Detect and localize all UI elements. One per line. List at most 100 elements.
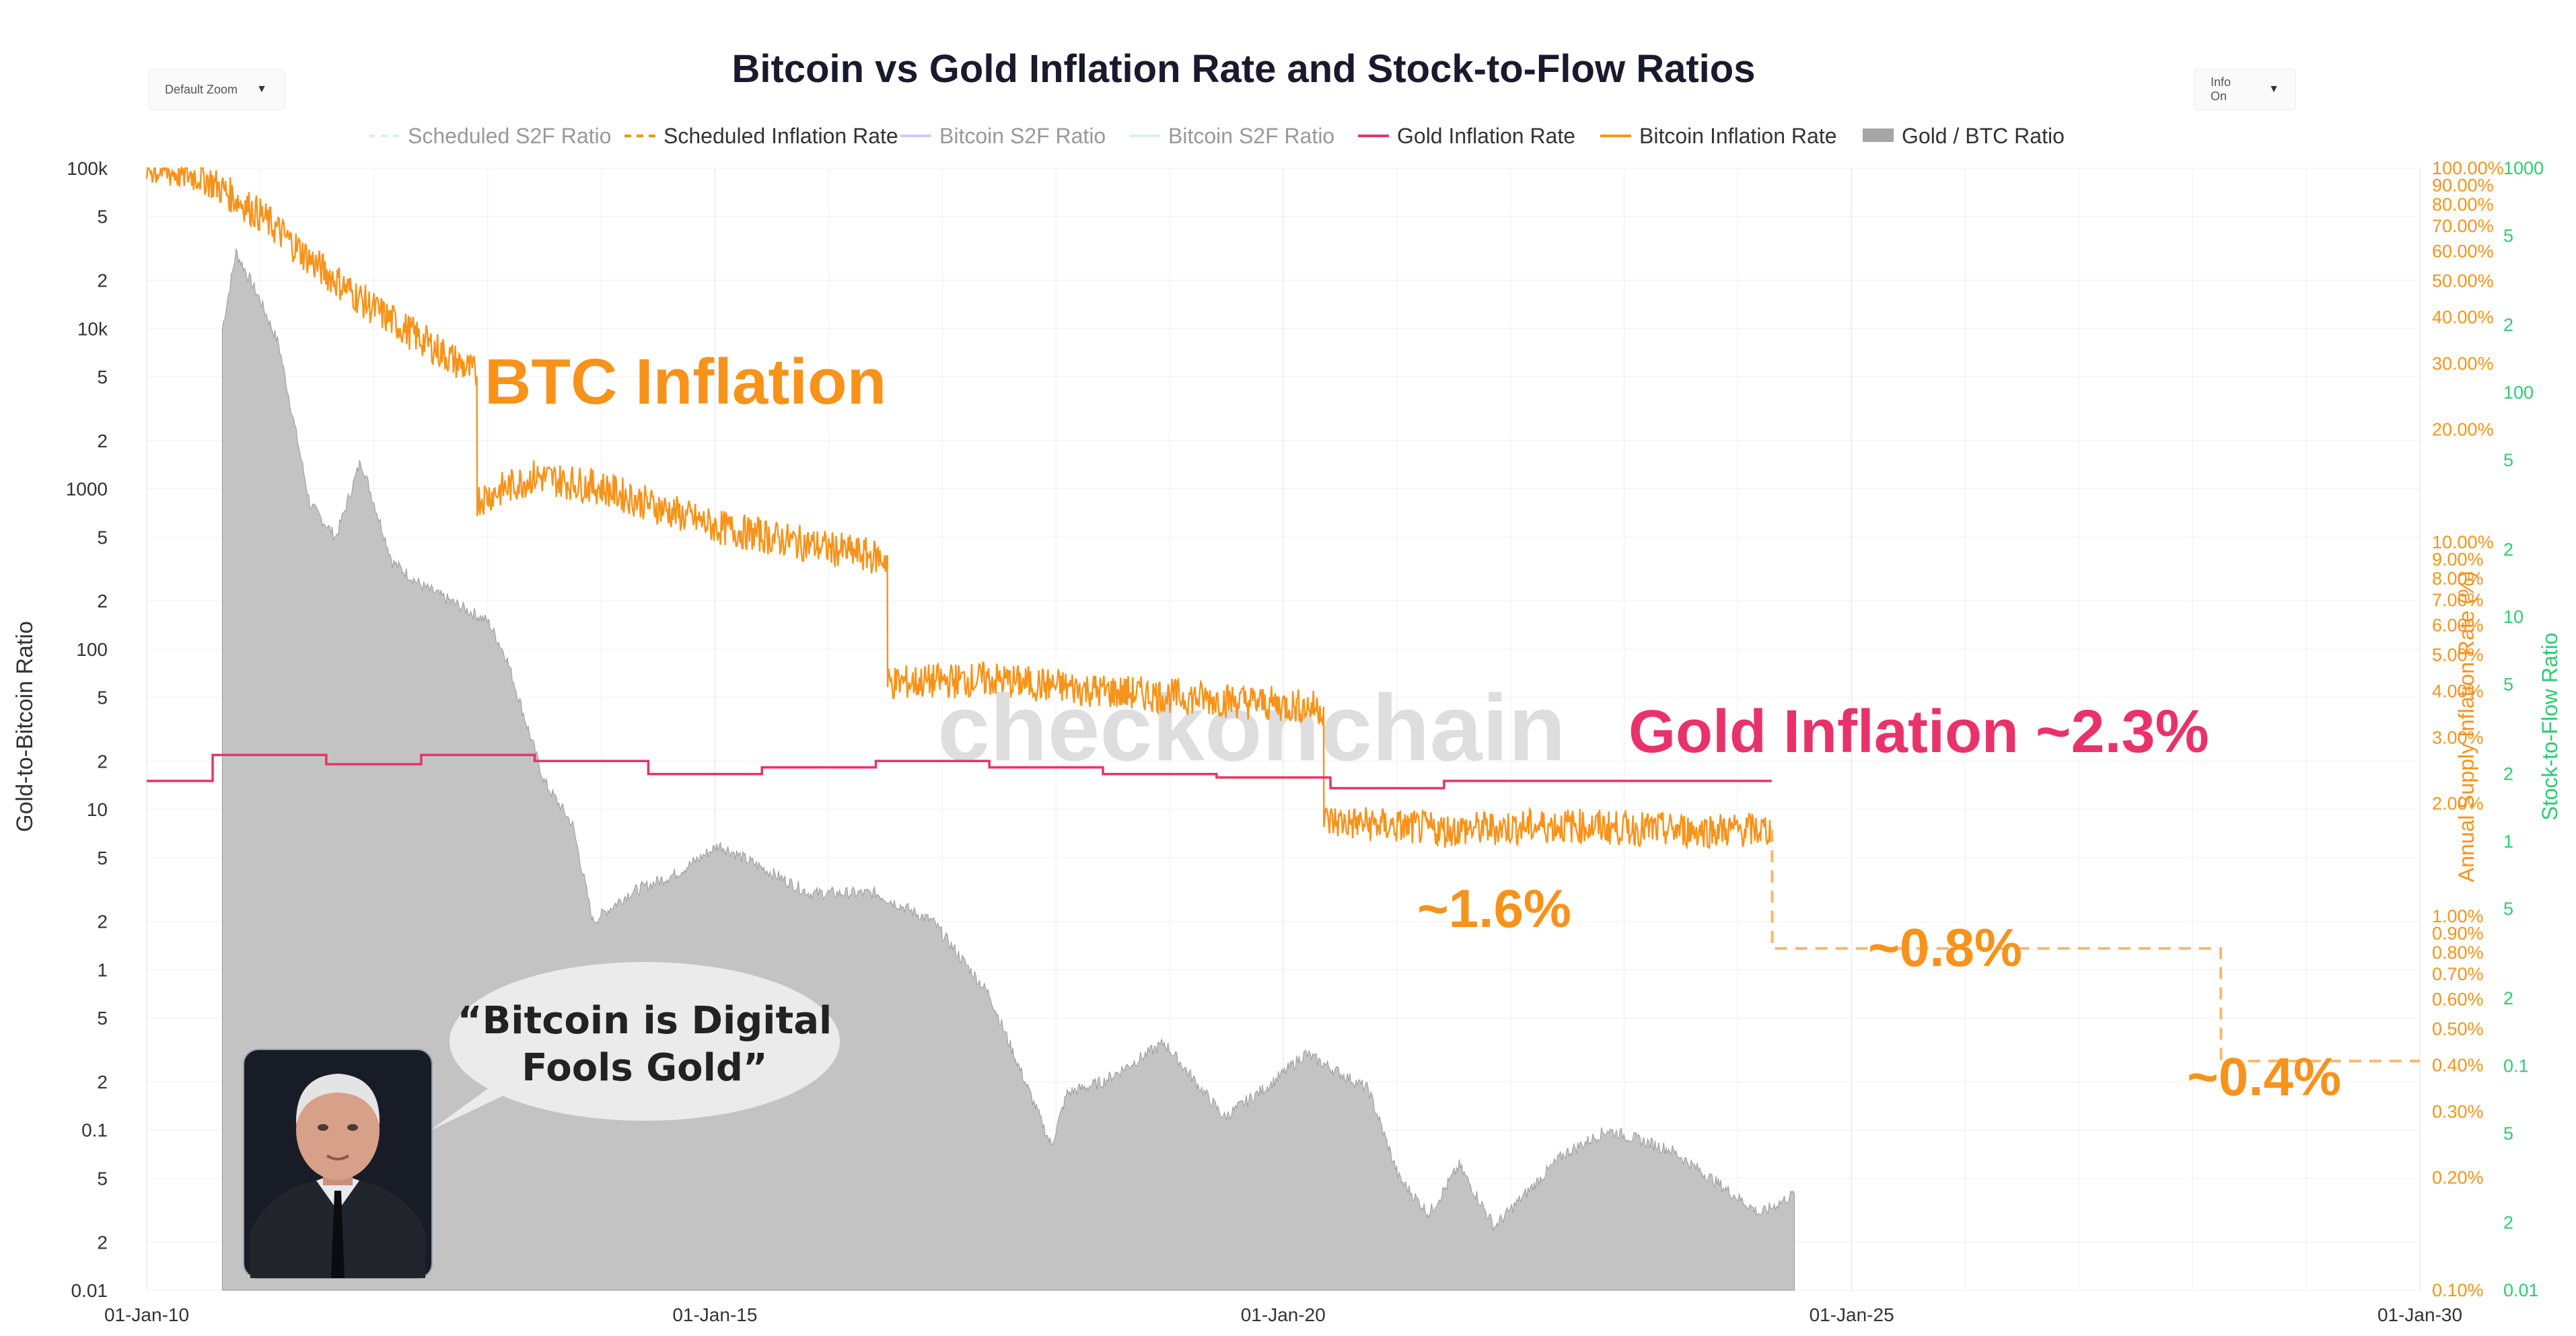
x-tick-label: 01-Jan-10 [104, 1304, 189, 1325]
inflation-tick-label: 80.00% [2432, 194, 2494, 215]
left-tick-label: 10k [77, 318, 108, 339]
s2f-tick-label: 5 [2503, 899, 2513, 919]
zoom-dropdown[interactable]: Default Zoom ▼ [148, 69, 285, 110]
inflation-tick-label: 70.00% [2432, 216, 2494, 236]
s2f-axis-label: Stock-to-Flow Ratio [2538, 632, 2562, 820]
inflation-tick-label: 0.30% [2432, 1102, 2484, 1122]
series-bitcoin-inflation-line [145, 165, 1773, 850]
left-tick-label: 1000 [66, 479, 108, 500]
legend-item[interactable]: Scheduled S2F Ratio [369, 124, 611, 148]
legend-label: Gold Inflation Rate [1397, 124, 1575, 148]
legend-item[interactable]: Gold Inflation Rate [1358, 124, 1575, 148]
inflation-tick-label: 0.40% [2432, 1055, 2484, 1075]
portrait-photo [243, 1049, 433, 1279]
left-tick-label: 2 [97, 591, 108, 611]
pct-04-annotation: ~0.4% [2187, 1047, 2341, 1107]
inflation-tick-label: 0.70% [2432, 964, 2484, 984]
inflation-tick-label: 0.10% [2432, 1280, 2484, 1300]
zoom-dropdown-label: Default Zoom [165, 82, 238, 96]
legend: Scheduled S2F Ratio Scheduled Inflation R… [369, 124, 2065, 148]
s2f-tick-label: 10 [2503, 607, 2524, 627]
legend-label: Scheduled Inflation Rate [664, 124, 898, 148]
inflation-tick-label: 40.00% [2432, 307, 2494, 327]
inflation-tick-label: 8.00% [2432, 568, 2484, 589]
gold-inflation-annotation: Gold Inflation ~2.3% [1629, 698, 2209, 766]
left-tick-label: 2 [97, 912, 108, 932]
chart-title: Bitcoin vs Gold Inflation Rate and Stock… [732, 47, 1756, 91]
inflation-tick-label: 0.50% [2432, 1018, 2484, 1039]
series-scheduled-inflation-line [1770, 829, 2420, 1063]
inflation-tick-label: 30.00% [2432, 354, 2494, 374]
legend-item[interactable]: Gold / BTC Ratio [1863, 124, 2065, 148]
x-tick-label: 01-Jan-25 [1810, 1304, 1894, 1325]
inflation-tick-label: 4.00% [2432, 681, 2484, 701]
legend-item[interactable]: Bitcoin Inflation Rate [1600, 124, 1837, 148]
chevron-down-icon: ▼ [2268, 83, 2279, 95]
legend-label: Bitcoin S2F Ratio [939, 124, 1106, 148]
legend-label: Bitcoin Inflation Rate [1639, 124, 1837, 148]
s2f-tick-label: 5 [2503, 450, 2513, 470]
inflation-tick-label: 90.00% [2432, 175, 2494, 195]
inflation-tick-label: 60.00% [2432, 241, 2494, 261]
info-dropdown[interactable]: Info On ▼ [2194, 69, 2296, 110]
axes-layer: 100k5210k521000521005210521520.1520.0110… [66, 158, 2544, 1325]
quote-line-1: “Bitcoin is Digital [458, 999, 832, 1043]
inflation-tick-label: 20.00% [2432, 420, 2494, 440]
inflation-tick-label: 9.00% [2432, 549, 2484, 569]
inflation-tick-label: 0.20% [2432, 1168, 2484, 1188]
inflation-tick-label: 7.00% [2432, 590, 2484, 610]
inflation-tick-label: 50.00% [2432, 270, 2494, 291]
legend-item[interactable]: Bitcoin S2F Ratio [1129, 124, 1334, 148]
pct-16-annotation: ~1.6% [1417, 879, 1571, 938]
s2f-tick-label: 2 [2503, 315, 2513, 335]
info-dropdown-label: Info On [2211, 75, 2231, 103]
left-tick-label: 2 [97, 751, 108, 772]
s2f-tick-label: 2 [2503, 988, 2513, 1008]
inflation-axis-label: Annual Supply Inflation Rate (%) [2454, 571, 2478, 882]
inflation-tick-label: 100.00% [2432, 158, 2504, 178]
inflation-tick-label: 10.00% [2432, 532, 2494, 552]
inflation-tick-label: 0.80% [2432, 942, 2484, 963]
s2f-tick-label: 5 [2503, 1123, 2513, 1144]
btc-inflation-annotation: BTC Inflation [485, 346, 886, 418]
s2f-tick-label: 2 [2503, 540, 2513, 560]
pct-08-annotation: ~0.8% [1868, 918, 2022, 977]
left-tick-label: 5 [97, 367, 108, 387]
left-tick-label: 2 [97, 1232, 108, 1253]
left-tick-label: 5 [97, 688, 108, 708]
left-tick-label: 0.01 [71, 1280, 108, 1301]
quote-line-2: Fools Gold” [522, 1046, 767, 1090]
x-tick-label: 01-Jan-15 [672, 1304, 757, 1325]
inflation-tick-label: 5.00% [2432, 644, 2484, 665]
left-axis-label: Gold-to-Bitcoin Ratio [12, 621, 38, 832]
left-tick-label: 2 [97, 431, 108, 451]
legend-item[interactable]: Bitcoin S2F Ratio [900, 124, 1106, 148]
inflation-tick-label: 1.00% [2432, 906, 2484, 926]
legend-label: Gold / BTC Ratio [1902, 124, 2065, 148]
s2f-tick-label: 1 [2503, 831, 2513, 852]
left-tick-label: 2 [97, 270, 108, 291]
left-tick-label: 5 [97, 1168, 108, 1189]
inflation-tick-label: 2.00% [2432, 794, 2484, 814]
left-tick-label: 10 [87, 799, 108, 820]
legend-swatch [1863, 128, 1894, 142]
s2f-tick-label: 5 [2503, 225, 2513, 246]
left-tick-label: 100 [76, 639, 108, 660]
left-tick-label: 5 [97, 207, 108, 227]
inflation-tick-label: 6.00% [2432, 615, 2484, 635]
series-gold-inflation-line [147, 753, 1772, 790]
s2f-tick-label: 0.01 [2503, 1280, 2539, 1300]
left-tick-label: 5 [97, 527, 108, 548]
grid-lines [146, 168, 2421, 1291]
inflation-tick-label: 3.00% [2432, 728, 2484, 748]
s2f-tick-label: 1000 [2503, 158, 2544, 178]
legend-label: Bitcoin S2F Ratio [1168, 124, 1334, 148]
s2f-tick-label: 5 [2503, 675, 2513, 695]
legend-label: Scheduled S2F Ratio [408, 124, 611, 148]
x-tick-label: 01-Jan-30 [2377, 1304, 2462, 1325]
legend-item[interactable]: Scheduled Inflation Rate [624, 124, 898, 148]
left-tick-label: 1 [97, 959, 108, 980]
left-tick-label: 5 [97, 848, 108, 868]
left-tick-label: 100k [67, 158, 108, 179]
